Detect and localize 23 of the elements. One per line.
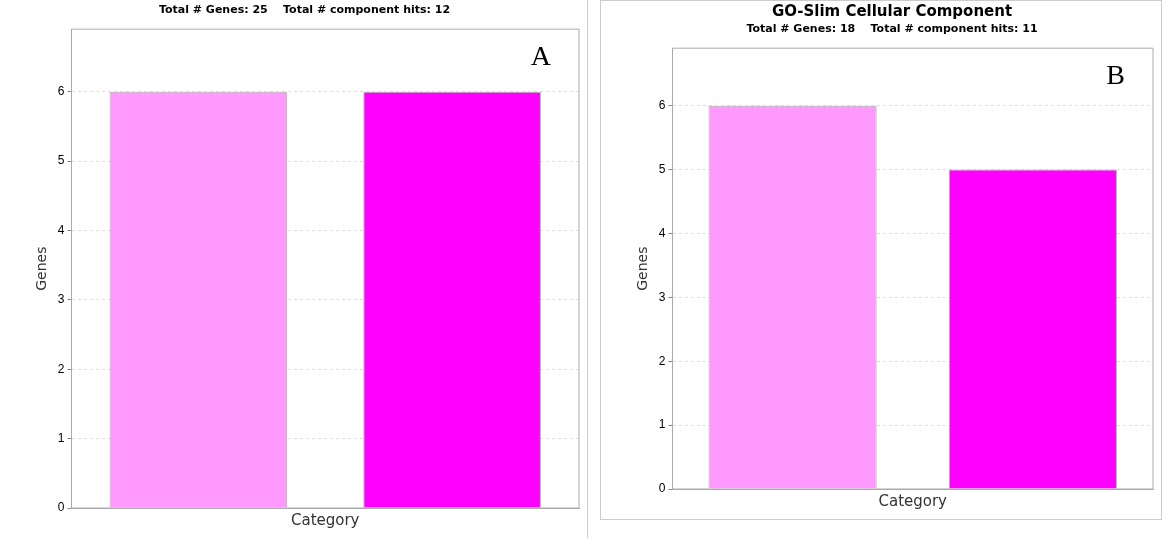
y-tick-label: 3 <box>658 289 666 304</box>
y-tick-label: 4 <box>57 222 65 237</box>
y-tick-label: 1 <box>658 417 666 432</box>
y-tick-label: 6 <box>658 98 666 113</box>
annotation: B <box>1106 58 1125 90</box>
y-tick-label: 6 <box>57 83 65 98</box>
x-axis-title: Category <box>878 491 948 510</box>
y-tick-label: 4 <box>658 225 666 240</box>
chart-subtitle: Total # Genes: 18 Total # component hits: 11 <box>746 22 1038 36</box>
annotation: A <box>530 39 552 71</box>
y-tick-label: 0 <box>658 481 666 496</box>
y-tick-label: 2 <box>57 361 65 376</box>
y-tick-label: 0 <box>57 500 65 515</box>
y-axis-title: Genes <box>634 246 651 291</box>
y-tick-label: 1 <box>57 430 65 445</box>
chart-title: GO-Slim Cellular Component <box>771 1 1013 20</box>
y-axis-title: Genes <box>33 246 50 291</box>
y-tick-label: 2 <box>658 353 666 368</box>
x-axis-title: Category <box>290 510 360 529</box>
y-tick-label: 5 <box>57 153 65 168</box>
chart-subtitle: Total # Genes: 25 Total # component hits: 12 <box>158 3 451 17</box>
y-tick-label: 5 <box>658 161 666 176</box>
y-tick-label: 3 <box>57 292 65 307</box>
